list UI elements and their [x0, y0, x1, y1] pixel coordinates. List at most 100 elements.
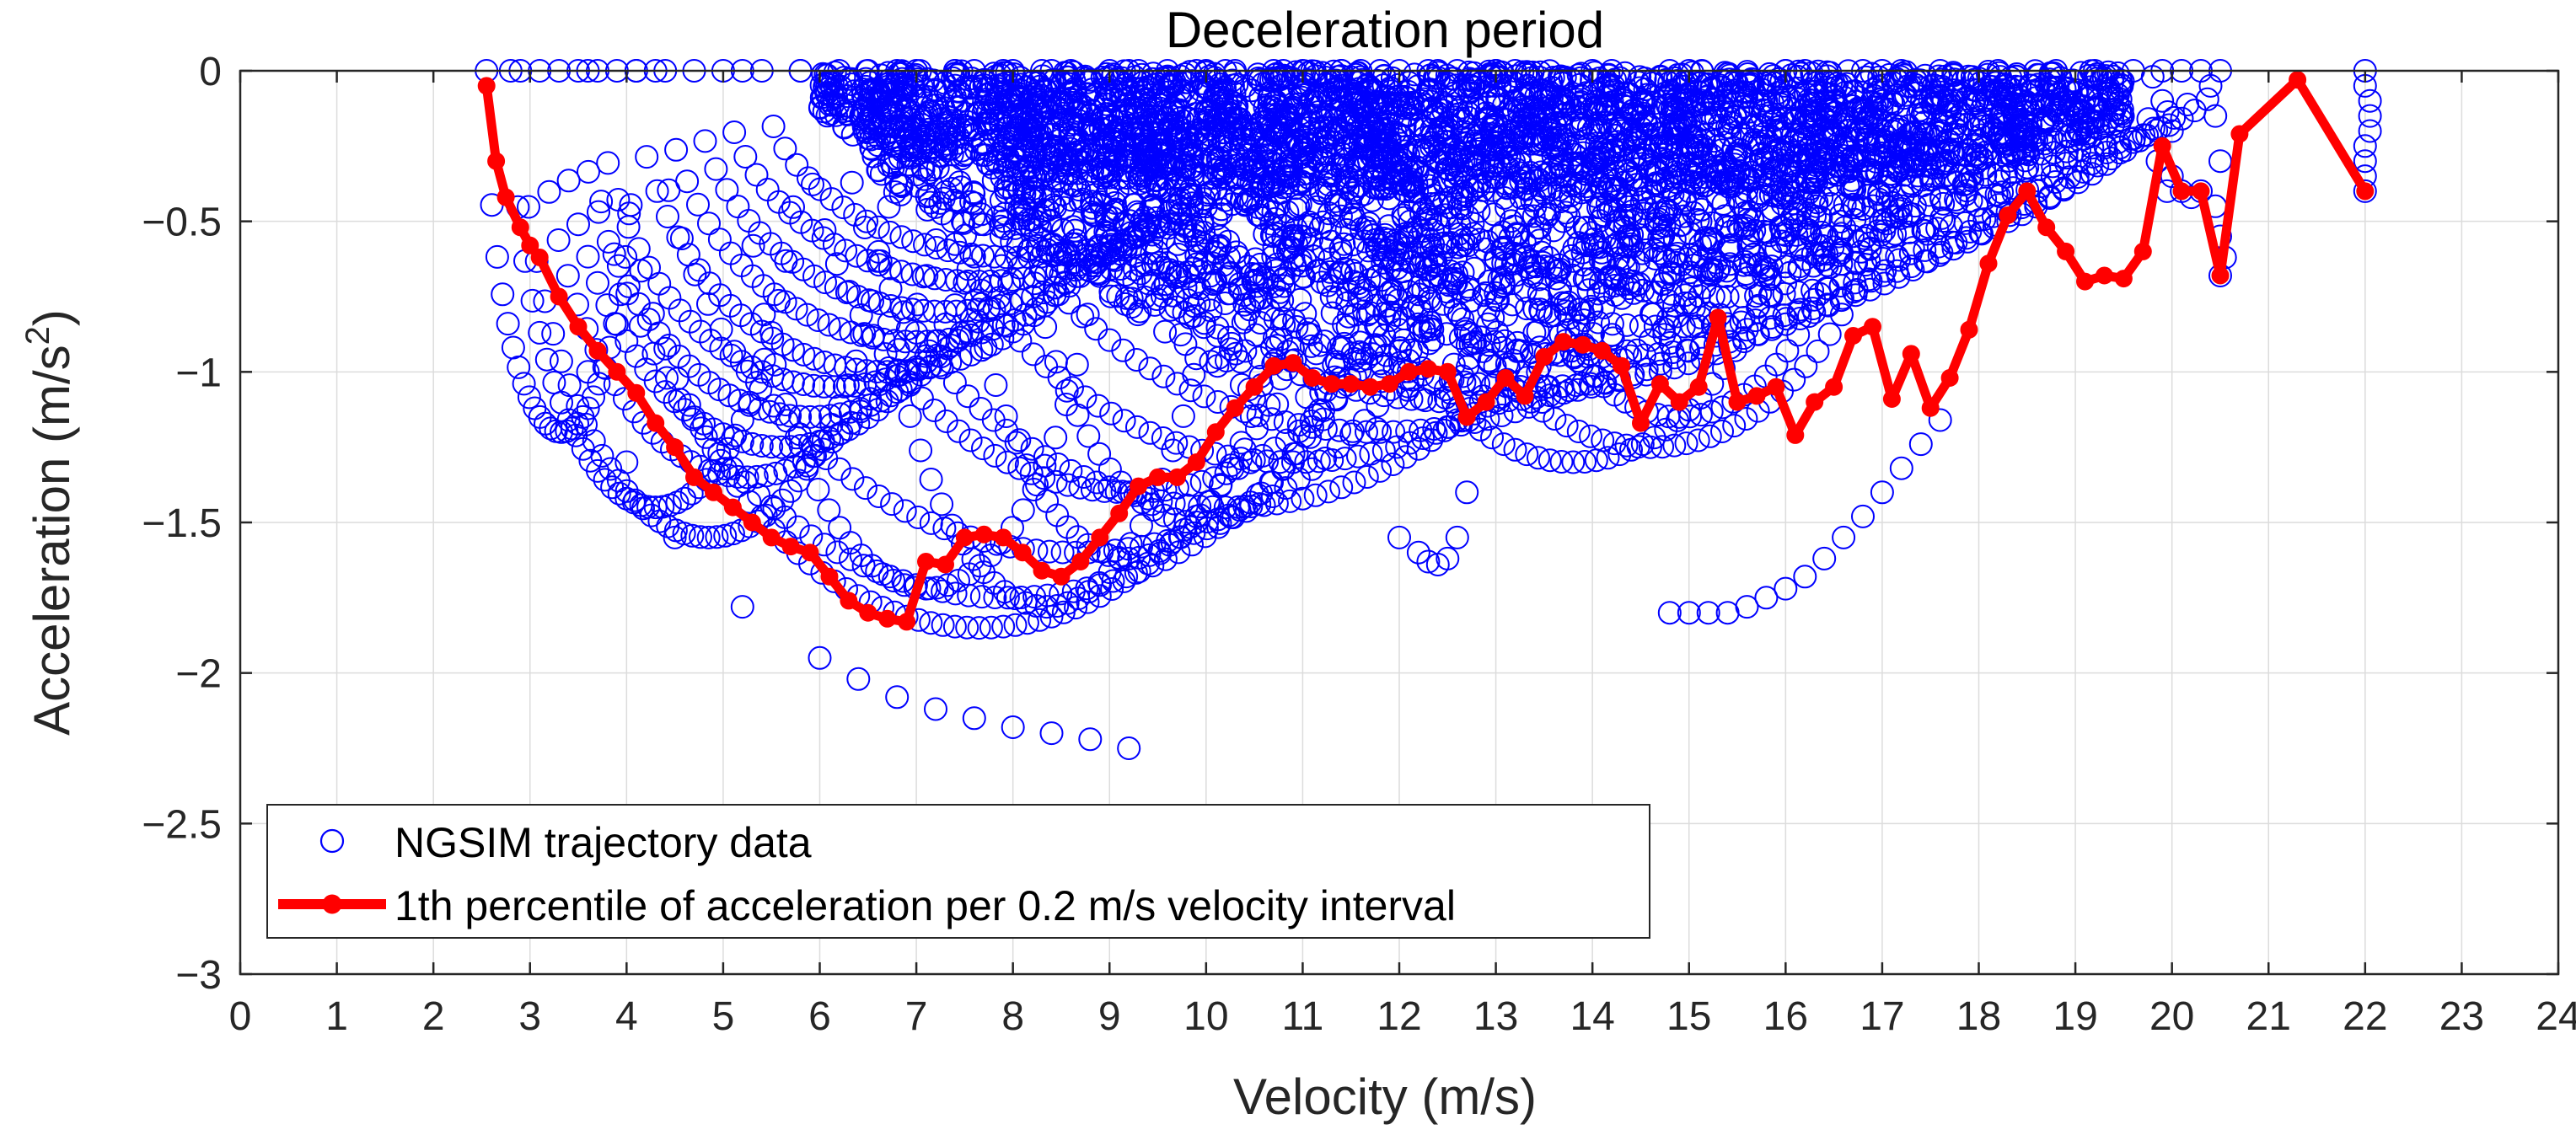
scatter-point: [2096, 110, 2120, 134]
scatter-point: [1153, 547, 1178, 571]
scatter-point: [919, 468, 943, 491]
scatter-point: [577, 159, 600, 184]
scatter-point: [1817, 322, 1842, 346]
scatter-point: [1136, 486, 1161, 511]
scatter-point: [873, 367, 898, 392]
scatter-point: [681, 407, 706, 431]
scatter-point: [1515, 442, 1539, 467]
scatter-point: [1368, 351, 1393, 376]
scatter-point: [1246, 404, 1270, 427]
scatter-point: [517, 195, 540, 219]
scatter-point: [1874, 129, 1898, 153]
scatter-point: [931, 579, 955, 603]
scatter-point: [947, 325, 972, 350]
scatter-point: [1935, 148, 1959, 173]
scatter-point: [1954, 226, 1978, 250]
scatter-point: [786, 515, 810, 539]
scatter-point: [485, 244, 509, 269]
scatter-point: [1259, 407, 1284, 431]
scatter-point: [1916, 215, 1940, 239]
scatter-point: [995, 450, 1019, 474]
scatter-point: [1219, 453, 1243, 478]
scatter-point: [635, 145, 659, 169]
scatter-point: [549, 349, 573, 373]
scatter-point: [1355, 465, 1379, 489]
scatter-point: [834, 238, 858, 263]
scatter-point: [1962, 117, 1987, 142]
scatter-point: [496, 312, 520, 336]
scatter-point: [909, 438, 933, 463]
scatter-point: [991, 614, 1016, 639]
scatter-point: [795, 453, 819, 478]
scatter-point: [631, 496, 655, 521]
scatter-point: [1006, 233, 1030, 258]
scatter-point: [832, 374, 856, 399]
scatter-point: [1677, 351, 1700, 376]
scatter-point: [839, 547, 862, 571]
scatter-point: [1004, 431, 1028, 455]
scatter-point: [653, 380, 678, 404]
scatter-point: [1538, 448, 1562, 473]
scatter-point: [1112, 409, 1136, 433]
scatter-point: [1152, 503, 1176, 527]
scatter-point: [730, 429, 754, 453]
scatter-point: [696, 525, 721, 549]
scatter-point: [867, 158, 891, 183]
scatter-point: [1242, 448, 1266, 472]
scatter-point: [761, 115, 786, 138]
scatter-point: [584, 338, 609, 362]
scatter-point: [866, 215, 890, 239]
scatter-point: [1940, 230, 1965, 254]
scatter-point: [873, 342, 898, 367]
scatter-point: [1003, 613, 1028, 637]
scatter-point: [824, 252, 849, 276]
scatter-point: [956, 384, 980, 409]
scatter-point: [1215, 265, 1239, 289]
scatter-point: [849, 303, 873, 327]
scatter-point: [752, 347, 776, 372]
scatter-point: [617, 201, 641, 226]
scatter-point: [701, 437, 726, 462]
scatter-point: [1734, 407, 1758, 431]
scatter-point: [1686, 428, 1710, 453]
scatter-point: [2118, 126, 2143, 151]
scatter-point: [1038, 539, 1061, 564]
scatter-point: [962, 244, 986, 269]
scatter-point: [1326, 435, 1350, 459]
scatter-point: [811, 226, 835, 250]
scatter-point: [1566, 420, 1591, 443]
scatter-point: [1549, 450, 1574, 474]
scatter-point: [801, 172, 824, 196]
scatter-point: [840, 67, 864, 91]
scatter-point: [1925, 217, 1950, 241]
scatter-point: [1119, 532, 1143, 556]
scatter-point: [1503, 437, 1527, 462]
scatter-point: [1300, 415, 1324, 439]
scatter-point: [1857, 249, 1881, 273]
scatter-point: [590, 443, 614, 468]
scatter-point: [1216, 503, 1241, 527]
scatter-point: [740, 355, 764, 379]
scatter-point: [931, 613, 955, 637]
scatter-point: [2052, 178, 2076, 202]
scatter-point: [802, 346, 826, 371]
scatter-point: [1927, 243, 1951, 267]
scatter-point: [1007, 428, 1032, 453]
scatter-point: [942, 614, 967, 639]
scatter-point: [877, 195, 901, 219]
scatter-point: [629, 259, 653, 283]
scatter-point: [930, 356, 954, 380]
scatter-point: [689, 525, 712, 549]
scatter-point: [1195, 510, 1220, 534]
scatter-point: [1874, 145, 1898, 169]
scatter-point: [839, 320, 863, 345]
scatter-point: [722, 120, 747, 144]
scatter-point: [2091, 66, 2116, 90]
scatter-point: [749, 378, 773, 402]
scatter-point: [956, 257, 980, 281]
scatter-point: [740, 431, 765, 456]
scatter-point: [882, 569, 906, 592]
scatter-point: [904, 320, 929, 345]
scatter-point: [1626, 435, 1650, 459]
scatter-point: [680, 523, 705, 548]
